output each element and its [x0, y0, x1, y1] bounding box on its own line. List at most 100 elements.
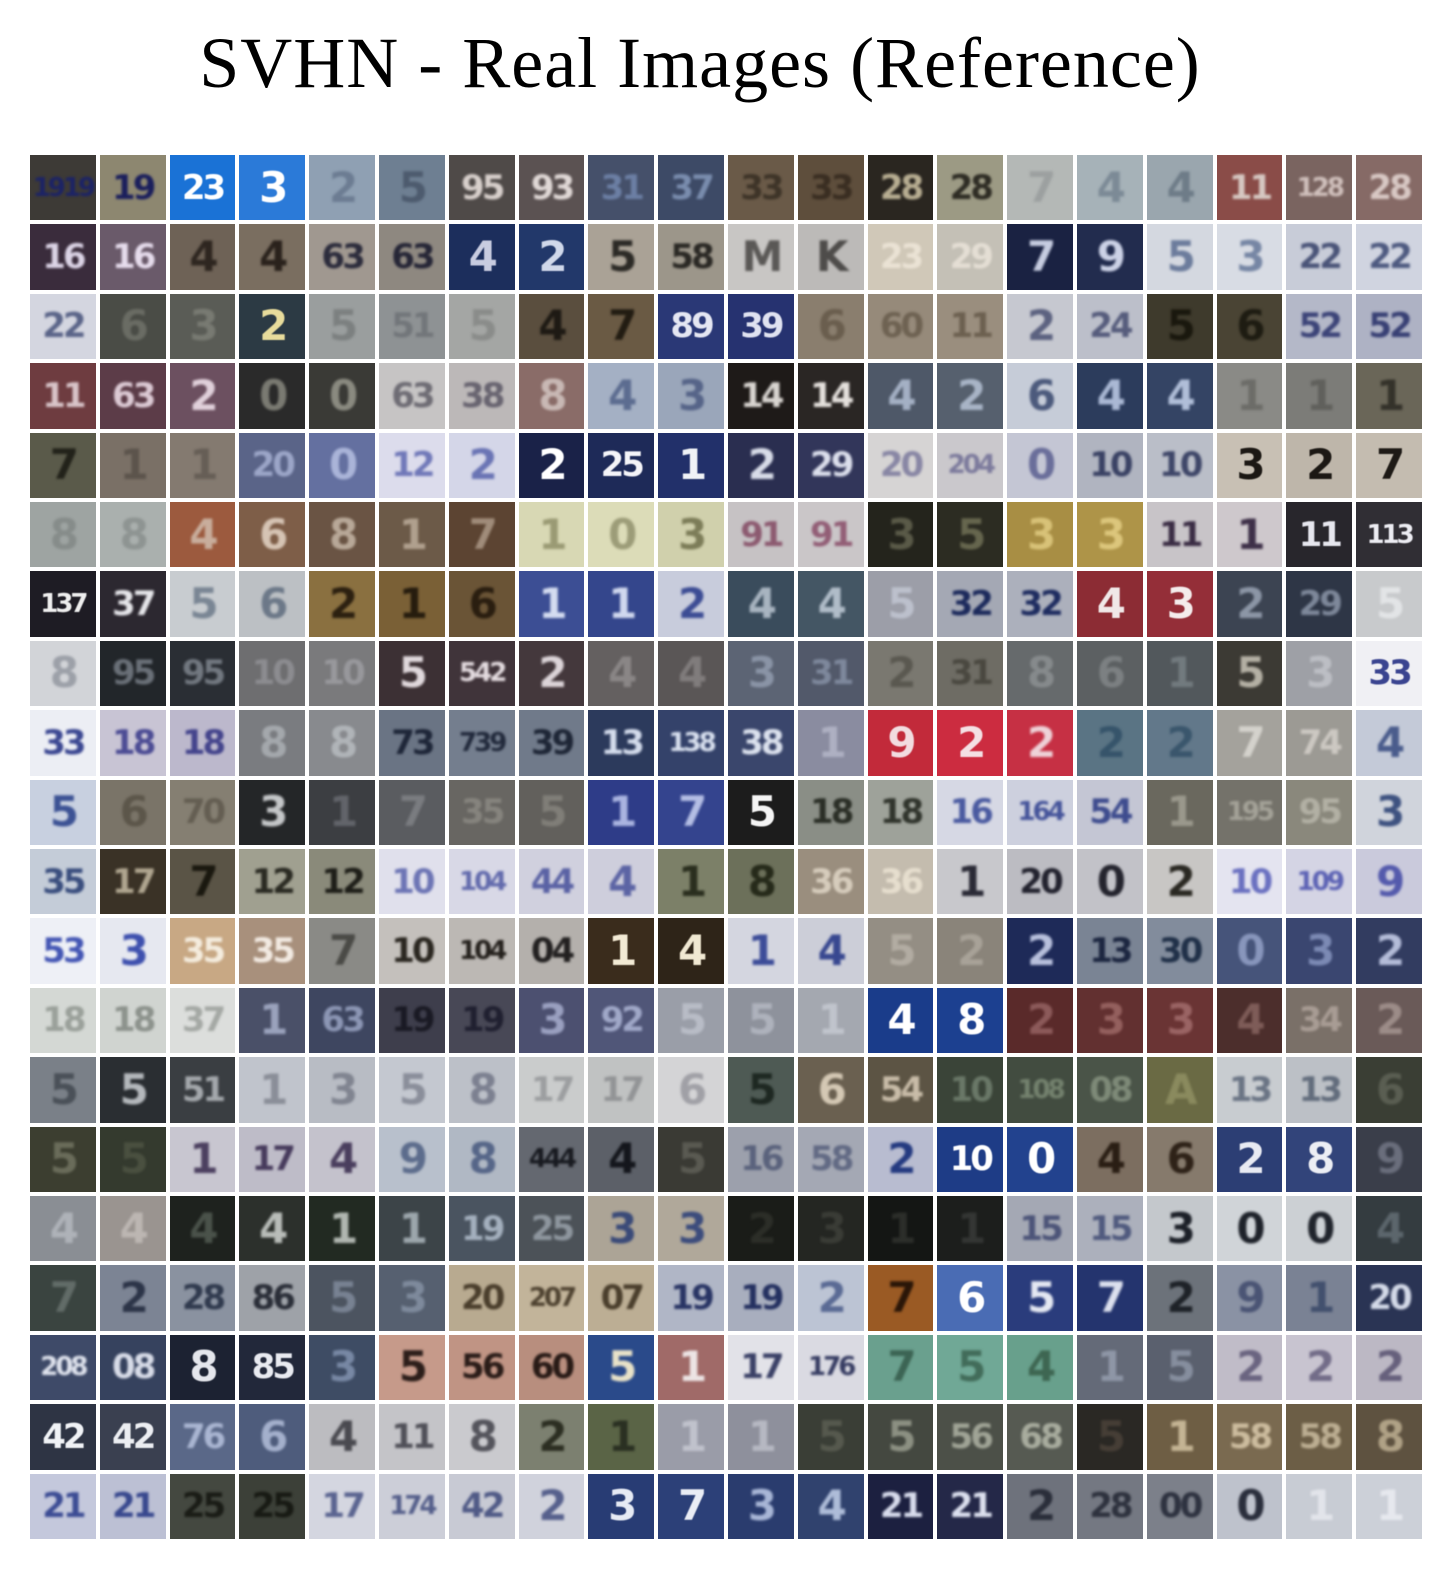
digit-glyph: 58 — [810, 1139, 854, 1180]
sample-image-tile: 52 — [1356, 293, 1422, 360]
digit-glyph: 1 — [1096, 1342, 1126, 1392]
sample-image-tile: 31 — [937, 640, 1004, 707]
digit-glyph: 5 — [677, 1134, 707, 1184]
digit-glyph: 13 — [1298, 1069, 1343, 1110]
digit-glyph: 5 — [608, 1342, 637, 1392]
digit-glyph: 8 — [49, 648, 79, 698]
digit-glyph: 174 — [389, 1491, 437, 1522]
digit-glyph: 5 — [328, 301, 358, 351]
sample-image-tile: 23 — [169, 155, 236, 221]
digit-glyph: 2 — [328, 579, 358, 629]
figure-title: SVHN - Real Images (Reference) — [199, 23, 1201, 103]
digit-glyph: 10 — [949, 1139, 994, 1180]
digit-glyph: 60 — [530, 1347, 575, 1388]
digit-glyph: 19 — [461, 1000, 505, 1041]
sample-image-tile: 1 — [1356, 1473, 1422, 1539]
digit-glyph: 4 — [1096, 1134, 1126, 1184]
digit-glyph: 5 — [398, 162, 428, 212]
sample-image-tile: 1 — [1146, 1404, 1213, 1470]
digit-glyph: 11 — [1298, 514, 1343, 555]
digit-glyph: 5 — [817, 1411, 847, 1461]
sample-image-tile: 4 — [728, 571, 794, 637]
sample-image-tile: 5 — [30, 1126, 96, 1192]
digit-glyph: 28 — [879, 167, 924, 208]
digit-glyph: 138 — [668, 727, 716, 758]
digit-glyph: 1 — [538, 579, 567, 629]
sample-image-tile: 3 — [518, 987, 585, 1054]
sample-image-tile: 10 — [937, 1057, 1004, 1123]
sample-image-tile: 3 — [1216, 224, 1283, 290]
digit-glyph: 2 — [957, 926, 986, 976]
sample-image-tile: 2 — [937, 363, 1004, 429]
digit-glyph: A — [1164, 1064, 1197, 1114]
sample-image-tile: 51 — [379, 293, 445, 360]
sample-image-tile: 13 — [588, 710, 655, 776]
sample-image-tile: 1 — [937, 849, 1004, 915]
digit-glyph: 7 — [1375, 440, 1405, 490]
digit-glyph: 3 — [1306, 926, 1335, 976]
sample-image-tile: 28 — [1356, 155, 1422, 221]
sample-image-tile: 1 — [1146, 779, 1213, 845]
digit-glyph: 7 — [49, 440, 79, 490]
sample-image-tile: 20 — [1007, 849, 1073, 915]
digit-glyph: 3 — [747, 1481, 777, 1531]
digit-glyph: 08 — [112, 1347, 156, 1388]
sample-image-tile: 38 — [728, 710, 794, 776]
digit-glyph: 6 — [1236, 301, 1265, 351]
digit-glyph: 3 — [1236, 440, 1265, 490]
digit-glyph: 3 — [608, 1203, 637, 1253]
sample-image-tile: 444 — [518, 1126, 585, 1192]
sample-image-tile: 4 — [448, 224, 515, 290]
sample-image-tile: 37 — [658, 155, 724, 221]
sample-image-tile: 3 — [658, 502, 724, 568]
digit-glyph: 3 — [1166, 995, 1196, 1045]
sample-image-tile: 2 — [1007, 987, 1073, 1054]
digit-glyph: 10 — [391, 861, 435, 902]
sample-image-tile: 4 — [1146, 155, 1213, 221]
sample-image-tile: 5 — [1007, 1265, 1073, 1331]
sample-image-tile: 176 — [797, 1334, 864, 1401]
sample-image-tile: 3 — [379, 1265, 445, 1331]
sample-image-tile: 17 — [99, 849, 166, 915]
digit-glyph: 1 — [1236, 370, 1265, 420]
sample-image-tile: 5 — [448, 293, 515, 360]
sample-image-tile: 5 — [30, 1057, 96, 1123]
digit-glyph: 85 — [251, 1347, 296, 1388]
sample-image-tile: 1 — [658, 1404, 724, 1470]
sample-image-tile: 2 — [1146, 710, 1213, 776]
sample-image-tile: 2 — [1216, 1126, 1283, 1192]
digit-glyph: 0 — [328, 370, 358, 420]
digit-glyph: 2 — [1166, 856, 1196, 906]
sample-image-tile: 16 — [728, 1126, 794, 1192]
sample-image-tile: 7 — [30, 432, 96, 498]
sample-image-tile: 1 — [1286, 363, 1353, 429]
sample-image-tile: 00 — [1146, 1473, 1213, 1539]
sample-image-tile: 7 — [1356, 432, 1422, 498]
digit-glyph: 7 — [1236, 717, 1265, 767]
digit-glyph: 95 — [461, 167, 505, 208]
digit-glyph: 89 — [670, 306, 714, 347]
sample-image-tile: 2 — [169, 363, 236, 429]
digit-glyph: 58 — [1228, 1416, 1273, 1457]
sample-image-tile: 0 — [239, 363, 306, 429]
sample-image-tile: 195 — [1216, 779, 1283, 845]
sample-image-tile: 5 — [379, 155, 445, 221]
sample-image-tile: 1 — [658, 1334, 724, 1401]
digit-glyph: 4 — [1096, 579, 1126, 629]
digit-glyph: 4 — [1166, 162, 1196, 212]
sample-image-tile: 0 — [1216, 1196, 1283, 1262]
sample-image-tile: 5 — [309, 1265, 375, 1331]
digit-glyph: 2 — [817, 1273, 847, 1323]
digit-glyph: 8 — [119, 509, 149, 559]
digit-glyph: 3 — [1026, 509, 1056, 559]
digit-glyph: 1 — [119, 440, 149, 490]
sample-image-tile: 5 — [867, 571, 934, 637]
digit-glyph: 4 — [817, 1481, 847, 1531]
digit-glyph: 12 — [391, 445, 435, 486]
sample-image-tile: 4 — [309, 1404, 375, 1470]
digit-glyph: 1 — [608, 787, 637, 837]
digit-glyph: 3 — [328, 1064, 358, 1114]
sample-image-tile: 39 — [728, 293, 794, 360]
digit-glyph: 8 — [49, 509, 79, 559]
sample-image-tile: 12 — [379, 432, 445, 498]
